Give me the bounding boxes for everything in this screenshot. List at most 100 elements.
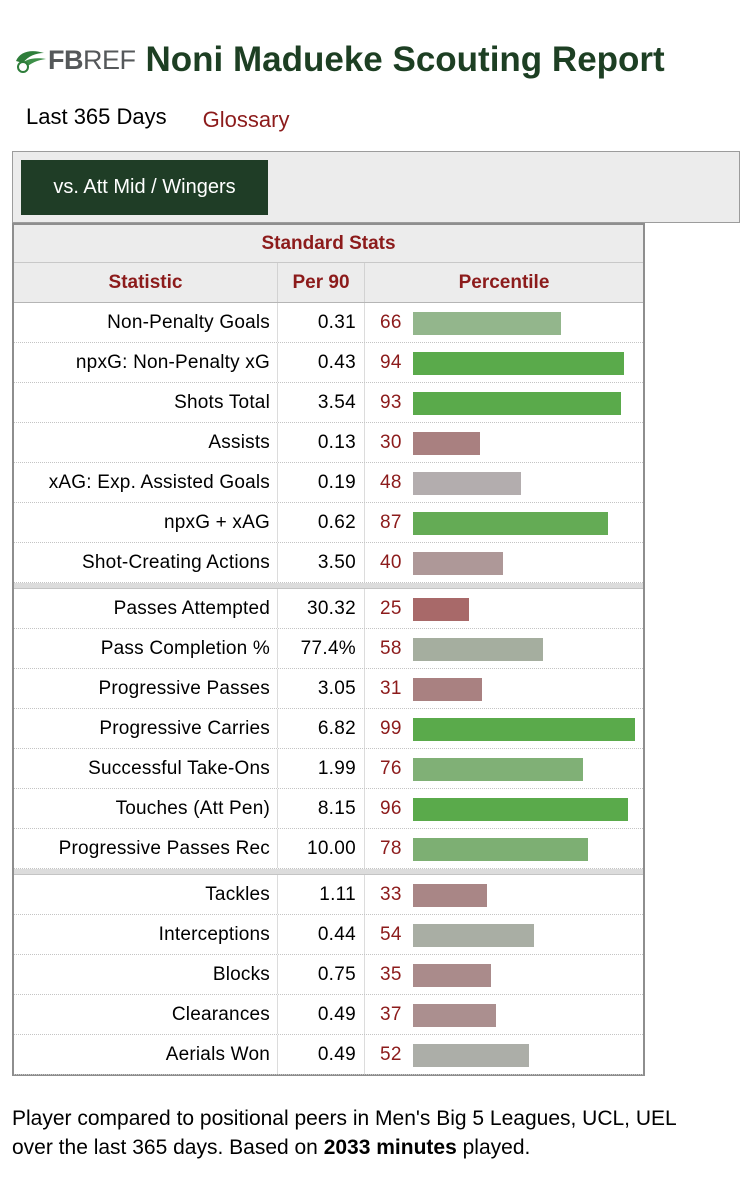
per90-value: 0.75: [278, 955, 365, 994]
per90-value: 6.82: [278, 709, 365, 748]
percentile-value: 76: [380, 758, 402, 779]
footnote: Player compared to positional peers in M…: [12, 1104, 712, 1162]
per90-value: 10.00: [278, 829, 365, 868]
logo-text-bold: FB: [48, 44, 84, 75]
table-row: Passes Attempted 30.32 25: [14, 589, 643, 629]
per90-value: 30.32: [278, 589, 365, 628]
per90-value: 3.50: [278, 543, 365, 582]
percentile-cell: 35: [365, 955, 643, 994]
stat-name: Touches (Att Pen): [14, 789, 278, 828]
per90-value: 3.54: [278, 383, 365, 422]
per90-value: 0.62: [278, 503, 365, 542]
table-title: Standard Stats: [14, 223, 643, 263]
percentile-bar: [413, 1044, 529, 1067]
page-header: FB REF Noni Madueke Scouting Report: [14, 38, 665, 82]
table-row: Blocks 0.75 35: [14, 955, 643, 995]
percentile-value: 30: [380, 432, 402, 453]
per90-value: 3.05: [278, 669, 365, 708]
table-row: Assists 0.13 30: [14, 423, 643, 463]
percentile-value: 31: [380, 678, 402, 699]
per90-value: 8.15: [278, 789, 365, 828]
table-row: Successful Take-Ons 1.99 76: [14, 749, 643, 789]
percentile-bar: [413, 838, 588, 861]
table-row: Touches (Att Pen) 8.15 96: [14, 789, 643, 829]
percentile-cell: 30: [365, 423, 643, 462]
per90-value: 0.13: [278, 423, 365, 462]
table-row: Progressive Passes 3.05 31: [14, 669, 643, 709]
stat-name: Tackles: [14, 875, 278, 914]
percentile-bar: [413, 598, 469, 621]
stat-name: xAG: Exp. Assisted Goals: [14, 463, 278, 502]
percentile-bar: [413, 1004, 496, 1027]
table-body: Non-Penalty Goals 0.31 66 npxG: Non-Penalty…: [14, 303, 643, 1075]
percentile-value: 58: [380, 638, 402, 659]
stat-name: Passes Attempted: [14, 589, 278, 628]
percentile-bar: [413, 964, 491, 987]
per90-value: 77.4%: [278, 629, 365, 668]
sub-navigation: Last 365 Days Glossary: [26, 104, 290, 132]
stat-name: npxG: Non-Penalty xG: [14, 343, 278, 382]
stat-name: Assists: [14, 423, 278, 462]
stat-name: Clearances: [14, 995, 278, 1034]
stat-name: Progressive Passes: [14, 669, 278, 708]
logo-text-light: REF: [83, 44, 136, 75]
percentile-bar: [413, 472, 521, 495]
percentile-value: 99: [380, 718, 402, 739]
table-row: Clearances 0.49 37: [14, 995, 643, 1035]
percentile-value: 94: [380, 352, 402, 373]
per90-value: 0.19: [278, 463, 365, 502]
percentile-cell: 37: [365, 995, 643, 1034]
table-row: npxG: Non-Penalty xG 0.43 94: [14, 343, 643, 383]
tab-att-mid-wingers[interactable]: vs. Att Mid / Wingers: [21, 160, 268, 215]
stat-name: Shots Total: [14, 383, 278, 422]
footnote-minutes: 2033 minutes: [323, 1136, 457, 1159]
table-row: Non-Penalty Goals 0.31 66: [14, 303, 643, 343]
percentile-value: 37: [380, 1004, 402, 1025]
table-row: Interceptions 0.44 54: [14, 915, 643, 955]
column-header-percentile[interactable]: Percentile: [458, 271, 550, 293]
footnote-text: Player compared to positional peers in M…: [12, 1107, 676, 1159]
football-pitch-icon: [16, 51, 46, 73]
scouting-table: Standard Stats Statistic Per 90 Percenti…: [12, 223, 645, 1076]
percentile-cell: 78: [365, 829, 643, 868]
table-header-row: Statistic Per 90 Percentile: [14, 263, 643, 303]
percentile-bar: [413, 718, 635, 741]
percentile-value: 93: [380, 392, 402, 413]
table-row: Progressive Carries 6.82 99: [14, 709, 643, 749]
percentile-value: 25: [380, 598, 402, 619]
percentile-bar: [413, 678, 482, 701]
fbref-logo[interactable]: FB REF: [14, 40, 136, 80]
column-header-per90[interactable]: Per 90: [278, 263, 365, 302]
percentile-value: 66: [380, 312, 402, 333]
page-title: Noni Madueke Scouting Report: [145, 40, 665, 79]
percentile-value: 96: [380, 798, 402, 819]
percentile-value: 40: [380, 552, 402, 573]
table-row: npxG + xAG 0.62 87: [14, 503, 643, 543]
percentile-cell: 58: [365, 629, 643, 668]
percentile-cell: 33: [365, 875, 643, 914]
per90-value: 0.44: [278, 915, 365, 954]
percentile-cell: 40: [365, 543, 643, 582]
footnote-text-end: played.: [456, 1136, 531, 1159]
stat-name: Successful Take-Ons: [14, 749, 278, 788]
per90-value: 1.11: [278, 875, 365, 914]
percentile-value: 52: [380, 1044, 402, 1065]
stat-name: Progressive Carries: [14, 709, 278, 748]
percentile-cell: 66: [365, 303, 643, 342]
per90-value: 0.31: [278, 303, 365, 342]
percentile-value: 35: [380, 964, 402, 985]
table-row: Progressive Passes Rec 10.00 78: [14, 829, 643, 869]
column-header-statistic[interactable]: Statistic: [14, 263, 278, 302]
stat-name: Non-Penalty Goals: [14, 303, 278, 342]
per90-value: 1.99: [278, 749, 365, 788]
stat-name: Aerials Won: [14, 1035, 278, 1074]
percentile-cell: 25: [365, 589, 643, 628]
table-row: Shots Total 3.54 93: [14, 383, 643, 423]
glossary-link[interactable]: Glossary: [202, 107, 290, 132]
percentile-bar: [413, 312, 561, 335]
percentile-bar: [413, 392, 621, 415]
percentile-cell: 54: [365, 915, 643, 954]
stat-name: Shot-Creating Actions: [14, 543, 278, 582]
percentile-value: 87: [380, 512, 402, 533]
per90-value: 0.49: [278, 995, 365, 1034]
